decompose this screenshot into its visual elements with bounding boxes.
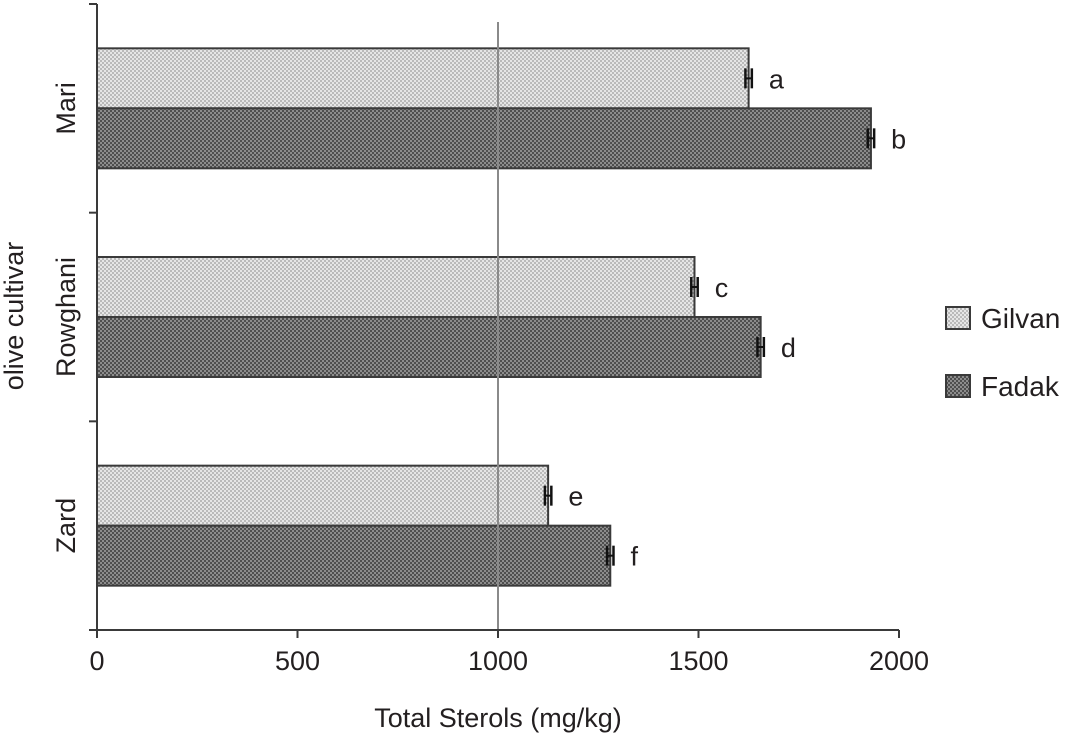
legend-swatch-fadak xyxy=(945,374,971,398)
significance-label: b xyxy=(891,124,906,154)
significance-label: c xyxy=(715,273,729,303)
x-tick-label: 0 xyxy=(89,646,104,676)
significance-label: e xyxy=(568,482,583,512)
legend-label-gilvan: Gilvan xyxy=(981,303,1060,334)
significance-label: f xyxy=(630,542,638,572)
bars-group xyxy=(96,47,876,587)
category-label-rowghani: Rowghani xyxy=(51,257,81,377)
significance-label: d xyxy=(781,333,796,363)
bar-zard-gilvan xyxy=(96,464,550,527)
legend-label-fadak: Fadak xyxy=(981,371,1060,402)
bar-zard-fadak xyxy=(96,524,612,587)
significance-label: a xyxy=(769,64,785,94)
x-tick-label: 2000 xyxy=(869,646,929,676)
labels-group: a b Mari c d Rowghani e f Zard 0 500 1000 1500 2000 xyxy=(51,64,929,676)
bar-mari-gilvan xyxy=(96,47,750,110)
y-axis-title: olive cultivar xyxy=(0,242,29,391)
x-tick-label: 500 xyxy=(275,646,320,676)
bar-rowghani-gilvan xyxy=(96,256,696,318)
bar-rowghani-fadak xyxy=(96,316,762,378)
legend: Gilvan Fadak xyxy=(945,303,1060,402)
x-axis-title: Total Sterols (mg/kg) xyxy=(374,703,622,733)
category-label-mari: Mari xyxy=(51,82,81,135)
x-tick-label: 1000 xyxy=(468,646,528,676)
x-tick-label: 1500 xyxy=(668,646,728,676)
bar-mari-fadak xyxy=(96,107,872,170)
axes-group xyxy=(89,3,900,638)
legend-swatch-gilvan xyxy=(945,306,971,330)
category-label-zard: Zard xyxy=(51,498,81,554)
